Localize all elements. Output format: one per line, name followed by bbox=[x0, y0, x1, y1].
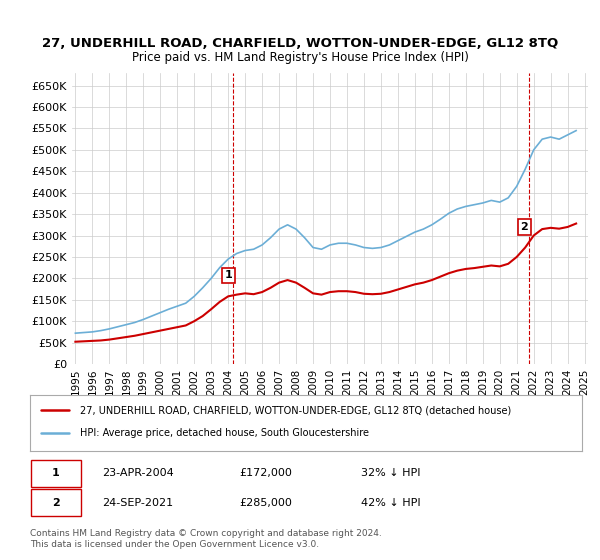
Text: Price paid vs. HM Land Registry's House Price Index (HPI): Price paid vs. HM Land Registry's House … bbox=[131, 52, 469, 64]
FancyBboxPatch shape bbox=[31, 489, 81, 516]
Text: 27, UNDERHILL ROAD, CHARFIELD, WOTTON-UNDER-EDGE, GL12 8TQ (detached house): 27, UNDERHILL ROAD, CHARFIELD, WOTTON-UN… bbox=[80, 405, 511, 416]
Text: HPI: Average price, detached house, South Gloucestershire: HPI: Average price, detached house, Sout… bbox=[80, 428, 368, 438]
Text: 23-APR-2004: 23-APR-2004 bbox=[102, 468, 173, 478]
Text: 2: 2 bbox=[52, 498, 60, 507]
Text: 2: 2 bbox=[520, 222, 528, 232]
Text: 32% ↓ HPI: 32% ↓ HPI bbox=[361, 468, 421, 478]
Text: £285,000: £285,000 bbox=[240, 498, 293, 507]
Text: 1: 1 bbox=[224, 270, 232, 281]
Text: 1: 1 bbox=[52, 468, 60, 478]
Text: Contains HM Land Registry data © Crown copyright and database right 2024.
This d: Contains HM Land Registry data © Crown c… bbox=[30, 529, 382, 549]
FancyBboxPatch shape bbox=[31, 460, 81, 487]
Text: £172,000: £172,000 bbox=[240, 468, 293, 478]
Text: 27, UNDERHILL ROAD, CHARFIELD, WOTTON-UNDER-EDGE, GL12 8TQ: 27, UNDERHILL ROAD, CHARFIELD, WOTTON-UN… bbox=[42, 38, 558, 50]
Text: 24-SEP-2021: 24-SEP-2021 bbox=[102, 498, 173, 507]
Text: 42% ↓ HPI: 42% ↓ HPI bbox=[361, 498, 421, 507]
